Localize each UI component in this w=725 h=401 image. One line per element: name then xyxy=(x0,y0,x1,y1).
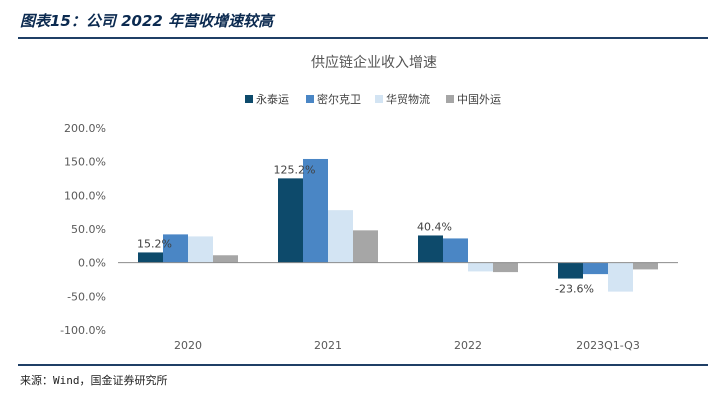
bar-密尔克卫-2022 xyxy=(443,238,468,263)
y-tick-label: 200.0% xyxy=(64,122,106,135)
bar-密尔克卫-2023Q1-Q3 xyxy=(583,262,608,275)
figure-title: 图表15：公司 2022 年营收增速较高 xyxy=(20,12,274,30)
chart-title: 供应链企业收入增速 xyxy=(311,54,437,71)
legend-label-2: 华贸物流 xyxy=(386,92,430,106)
legend-swatch-0 xyxy=(245,95,253,103)
legend-label-1: 密尔克卫 xyxy=(317,92,361,106)
y-tick-label: 0.0% xyxy=(78,257,106,270)
data-label: 40.4% xyxy=(417,220,452,233)
y-tick-label: -100.0% xyxy=(60,324,106,337)
data-label: 125.2% xyxy=(274,163,316,176)
x-tick-label: 2021 xyxy=(314,339,342,352)
title-rule xyxy=(18,37,708,39)
legend-swatch-1 xyxy=(306,95,314,103)
source-note: 来源：Wind，国金证券研究所 xyxy=(20,374,168,387)
x-tick-label: 2020 xyxy=(174,339,202,352)
bar-永泰运-2021 xyxy=(278,178,303,263)
x-tick-label: 2022 xyxy=(454,339,482,352)
bar-中国外运-2020 xyxy=(213,255,238,263)
data-label: 15.2% xyxy=(137,237,172,250)
bar-中国外运-2023Q1-Q3 xyxy=(633,262,658,270)
bar-中国外运-2021 xyxy=(353,230,378,263)
y-tick-label: -50.0% xyxy=(67,290,106,303)
y-tick-label: 150.0% xyxy=(64,156,106,169)
bar-密尔克卫-2020 xyxy=(163,234,188,263)
legend-label-0: 永泰运 xyxy=(256,92,289,106)
data-label: -23.6% xyxy=(555,283,594,296)
bar-永泰运-2020 xyxy=(138,252,163,263)
bar-华贸物流-2020 xyxy=(188,236,213,263)
y-tick-label: 50.0% xyxy=(71,223,106,236)
bar-永泰运-2023Q1-Q3 xyxy=(558,262,583,279)
bar-永泰运-2022 xyxy=(418,235,443,263)
legend-swatch-2 xyxy=(375,95,383,103)
source-rule xyxy=(18,364,708,366)
legend-label-3: 中国外运 xyxy=(457,93,501,106)
bar-华贸物流-2023Q1-Q3 xyxy=(608,262,633,292)
bar-中国外运-2022 xyxy=(493,262,518,273)
bar-密尔克卫-2021 xyxy=(303,158,328,263)
x-tick-label: 2023Q1-Q3 xyxy=(576,339,640,352)
bar-华贸物流-2021 xyxy=(328,210,353,263)
legend-swatch-3 xyxy=(446,95,454,103)
bar-华贸物流-2022 xyxy=(468,262,493,272)
y-tick-label: 100.0% xyxy=(64,189,106,202)
